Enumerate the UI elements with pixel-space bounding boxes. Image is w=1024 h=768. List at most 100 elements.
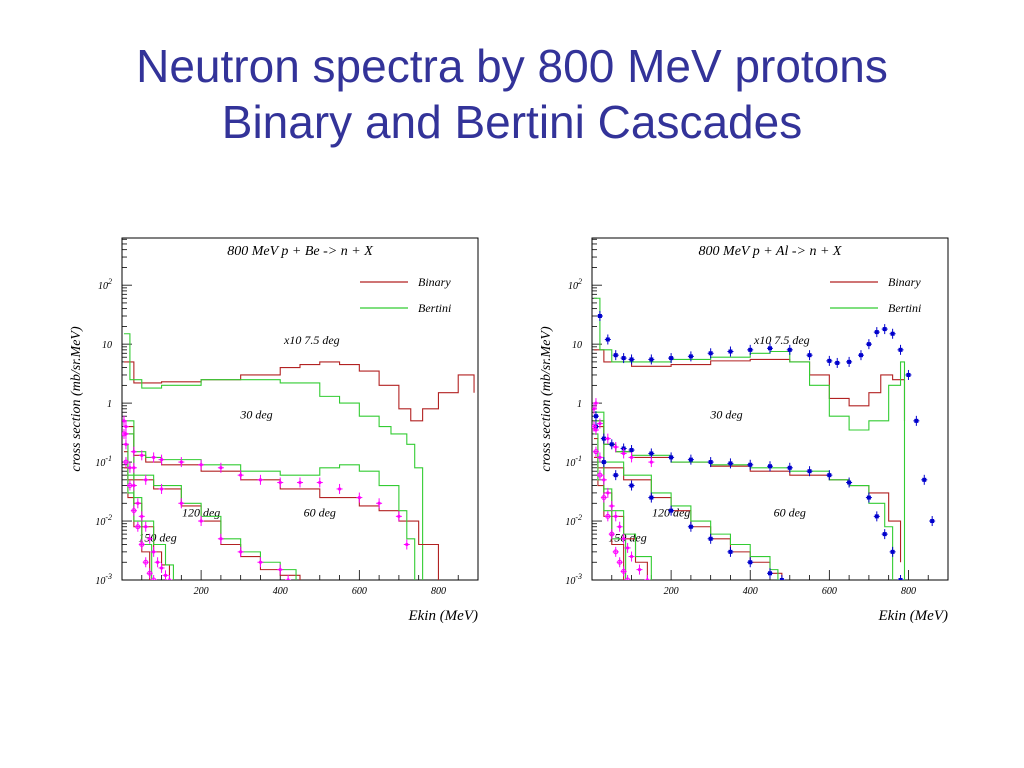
slide-title-line-2: Binary and Bertini Cascades [221, 96, 803, 148]
series-30-deg-bertini [593, 411, 894, 580]
series-7-5-deg-blue-point [857, 350, 864, 361]
series-30-deg-magenta-point [612, 442, 619, 453]
series-30-deg-blue-point [592, 411, 599, 422]
series-30-deg-magenta-point [648, 457, 655, 468]
slide-title-line-1: Neutron spectra by 800 MeV protons [136, 40, 888, 92]
y-tick-label: 1 [577, 399, 582, 410]
series-120-deg-magenta-point [126, 462, 133, 473]
series-150-deg-magenta-open-point [592, 421, 597, 432]
series-60-deg-magenta-point [198, 516, 205, 527]
series-30-deg-magenta-point [158, 454, 165, 465]
series-7-5-deg-blue-point [889, 328, 896, 339]
series-7-5-deg-blue-point [826, 355, 833, 366]
series-30-deg-magenta-point [628, 452, 635, 463]
series-7-5-deg-blue-point [767, 343, 773, 354]
series-30-deg-binary [123, 426, 439, 580]
series-60-deg-blue-point [648, 492, 655, 503]
series-60-deg-magenta-point [237, 546, 244, 557]
series-7-5-deg-blue-point [881, 324, 888, 335]
series-7-5-deg-blue-point [612, 350, 619, 361]
series-60-deg-blue-point [767, 568, 773, 579]
series-150-deg-bertini [123, 461, 153, 580]
series-150-deg-magenta-open-point [620, 566, 627, 577]
y-tick-label: 10-1 [565, 454, 582, 469]
series-60-deg-magenta-point [178, 498, 185, 509]
series-7-5-deg-blue-point [897, 344, 904, 355]
series-120-deg-magenta-point [142, 521, 149, 532]
series-30-deg-magenta-point [277, 477, 284, 488]
series-120-deg-magenta-point [166, 575, 173, 580]
x-tick-label: 600 [822, 586, 837, 597]
series-150-deg-magenta-open-point [600, 492, 607, 503]
x-axis-label: Ekin (MeV) [407, 608, 478, 624]
curve-annotation: 60 deg [304, 505, 336, 519]
legend-label-binary: Binary [888, 275, 921, 289]
chart-title: 800 MeV p + Be -> n + X [227, 244, 373, 259]
y-tick-label: 10-1 [95, 454, 112, 469]
legend-label-bertini: Bertini [418, 301, 451, 315]
series-30-deg-blue-point [608, 439, 615, 450]
series-30-deg-bertini [123, 420, 416, 580]
series-60-deg-blue-point [747, 557, 754, 568]
y-tick-label: 10 [102, 340, 112, 351]
series-60-deg-magenta-point [217, 533, 224, 544]
series-150-deg-magenta-open-point [122, 457, 129, 468]
x-tick-label: 400 [273, 586, 288, 597]
y-tick-label: 10-2 [95, 513, 112, 528]
series-30-deg-blue-point [767, 461, 773, 472]
series-30-deg-blue-point [727, 458, 734, 469]
series-30-deg-magenta-point [596, 418, 603, 429]
series-150-deg-magenta-open-point [122, 428, 127, 439]
series-30-deg-blue-point [747, 459, 754, 470]
series-7-5-deg-blue-point [786, 344, 793, 355]
series-7-5-deg-blue-point [604, 334, 611, 345]
series-60-deg-bertini [123, 433, 297, 580]
series-60-deg-bertini [593, 420, 779, 580]
series-120-deg-magenta-point [600, 474, 607, 485]
series-7-5-deg-blue-point [865, 339, 872, 350]
series-30-deg-magenta-point [604, 433, 611, 444]
series-30-deg-magenta-point [257, 474, 264, 485]
curve-annotation: x10 7.5 deg [753, 333, 810, 347]
series-120-deg-magenta-point [592, 403, 597, 414]
series-30-deg-magenta-point [198, 459, 205, 470]
series-60-deg-blue-point [628, 480, 635, 491]
series-120-deg-magenta-point [644, 575, 651, 580]
series-7-5-deg-blue-point [929, 516, 936, 527]
curve-annotation: x10 7.5 deg [283, 333, 340, 347]
series-120-deg-magenta-point [628, 551, 635, 562]
series-60-deg-magenta-point [257, 557, 264, 568]
chart-be: 102 10 1 10-1 10-2 10-3 200 400 600 800 Ekin (MeV)… [69, 237, 479, 624]
series-30-deg-blue-point [648, 448, 655, 459]
y-tick-label: 10-3 [565, 572, 582, 587]
x-tick-label: 400 [743, 586, 758, 597]
series-120-deg-magenta-point [624, 542, 631, 553]
x-tick-label: 800 [901, 586, 916, 597]
series-120-deg-binary [593, 438, 648, 580]
series-150-deg-magenta-open-point [126, 480, 133, 491]
series-30-deg-magenta-point [150, 452, 157, 463]
series-60-deg-magenta-point [285, 575, 292, 580]
series-150-deg-magenta-open-point [624, 575, 631, 580]
series-7-5-deg-blue-point [707, 348, 714, 359]
series-7-5-deg-blue-point [913, 415, 920, 426]
series-30-deg-blue-point [707, 457, 714, 468]
series-7-5-deg-bertini [123, 333, 424, 580]
x-axis-label: Ekin (MeV) [877, 608, 948, 624]
series-7-5-deg-blue-point [806, 350, 813, 361]
slide-title: Neutron spectra by 800 MeV protons Binar… [0, 38, 1024, 150]
series-layer [592, 297, 936, 580]
series-120-deg-magenta-point [122, 415, 127, 426]
y-tick-label: 102 [568, 277, 582, 292]
series-60-deg-blue-point [687, 521, 694, 532]
y-tick-label: 10 [572, 340, 582, 351]
series-30-deg-magenta-point [316, 477, 323, 488]
series-60-deg-blue-point [612, 470, 619, 481]
series-120-deg-magenta-point [612, 511, 619, 522]
curve-annotation: 150 deg [138, 530, 176, 544]
series-60-deg-blue-point [727, 546, 734, 557]
series-150-deg-magenta-open-point [130, 505, 137, 516]
series-60-deg-blue-point [600, 457, 607, 468]
series-150-deg-magenta-open-point [596, 470, 603, 481]
series-150-deg-magenta-open-point [134, 521, 141, 532]
